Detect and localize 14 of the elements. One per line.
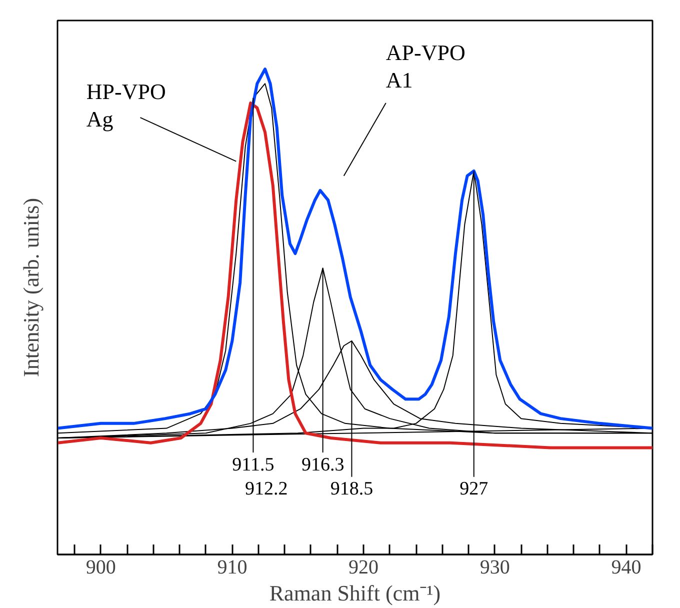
annotation: AP-VPO A1: [386, 40, 466, 92]
annotation: 916.3: [301, 454, 344, 476]
x-tick-label: 930: [480, 556, 510, 578]
annotation: 911.5: [232, 454, 274, 476]
annotation: 912.2: [244, 478, 288, 500]
y-axis-title: Intensity (arb. units): [18, 198, 44, 378]
x-axis-title: Raman Shift (cm⁻¹): [269, 580, 441, 606]
x-tick-label: 900: [86, 556, 116, 578]
annotation: 927: [460, 478, 488, 500]
annotation: HP-VPO Ag: [86, 78, 166, 132]
x-tick-label: 910: [217, 556, 248, 578]
annotation: 918.5: [330, 478, 374, 500]
x-tick-label: 920: [348, 556, 379, 578]
x-tick-label: 940: [611, 556, 642, 578]
